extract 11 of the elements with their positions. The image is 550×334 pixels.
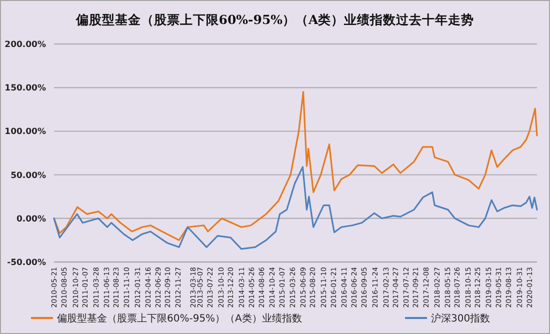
chart-title: 偏股型基金（股票上下限60%-95%）（A类）业绩指数过去十年走势 [74, 12, 474, 27]
y-tick-label: 50.00% [10, 170, 46, 181]
line-series [53, 166, 538, 250]
y-tick-label: 0.00% [16, 214, 46, 224]
y-tick-label: 150.00% [4, 84, 46, 94]
y-tick-label: -50.00% [7, 258, 46, 268]
y-tick-label: 200.00% [4, 40, 46, 50]
legend-label: 沪深300指数 [431, 312, 490, 324]
line-series [53, 91, 538, 241]
legend-label: 偏股型基金（股票上下限60%-95%）（A类）业绩指数 [57, 312, 302, 324]
y-tick-label: 100.00% [4, 127, 46, 138]
